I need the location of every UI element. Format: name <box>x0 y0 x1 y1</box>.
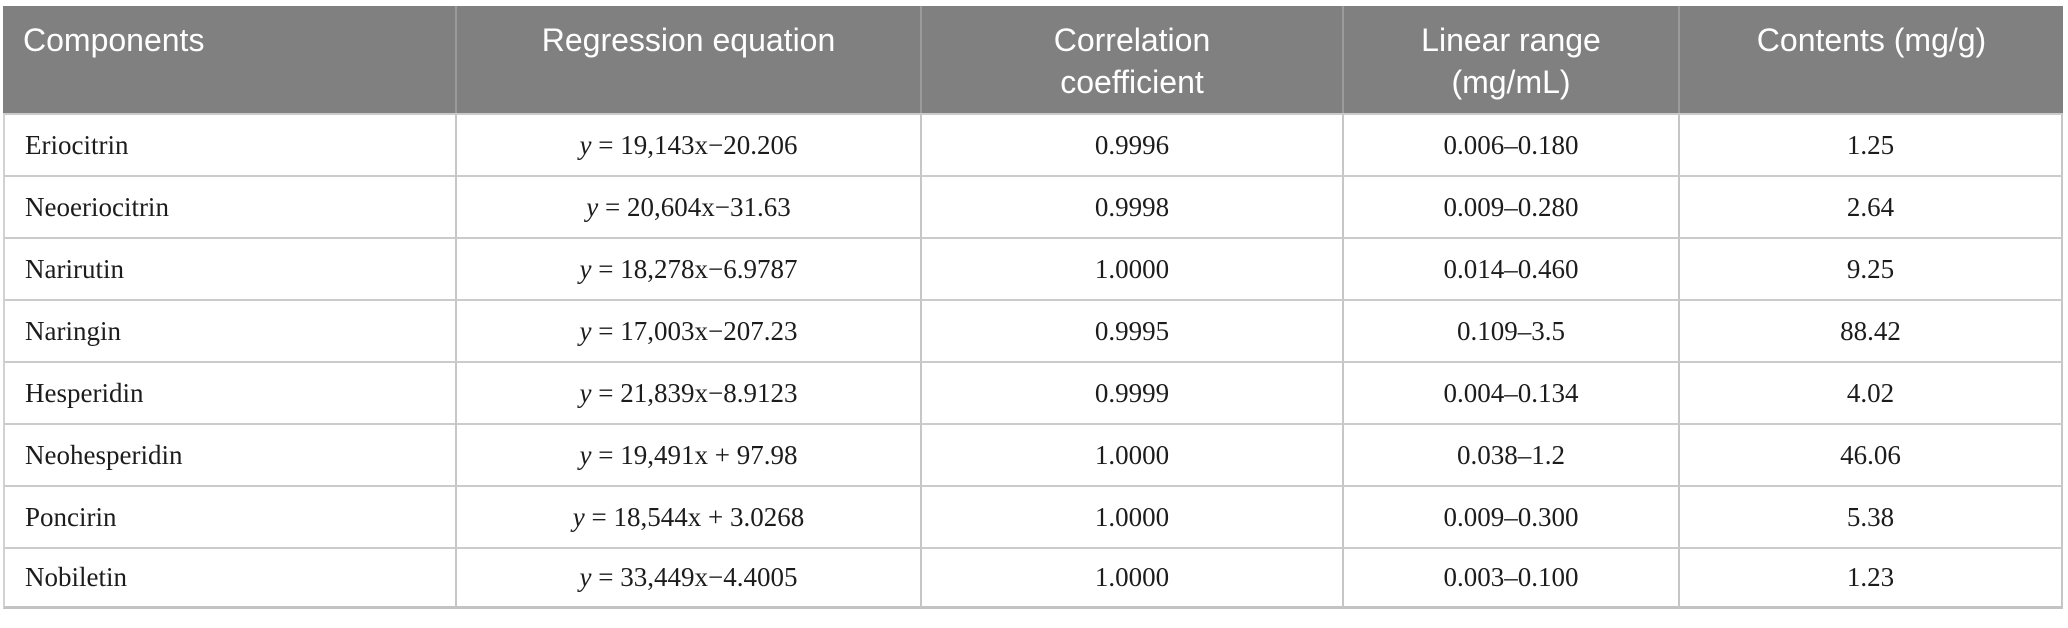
correlation-cell: 0.9996 <box>920 113 1342 175</box>
header-linear-range: Linear range (mg/mL) <box>1342 6 1678 113</box>
equation-cell: y = 19,143x−20.206 <box>455 113 920 175</box>
linear-range-cell: 0.006–0.180 <box>1342 113 1678 175</box>
equation-expression: = 33,449x−4.4005 <box>591 562 798 592</box>
calibration-table: Components Regression equation Correlati… <box>3 6 2063 609</box>
table-row: Naringin y = 17,003x−207.23 0.9995 0.109… <box>3 299 2063 361</box>
correlation-cell: 0.9999 <box>920 361 1342 423</box>
header-regression-equation-label: Regression equation <box>541 22 836 58</box>
component-cell: Narirutin <box>3 237 455 299</box>
equation-cell: y = 18,278x−6.9787 <box>455 237 920 299</box>
linear-range-cell: 0.038–1.2 <box>1342 423 1678 485</box>
contents-cell: 2.64 <box>1678 175 2063 237</box>
contents-cell: 1.25 <box>1678 113 2063 175</box>
equation-cell: y = 19,491x + 97.98 <box>455 423 920 485</box>
linear-range-cell: 0.009–0.280 <box>1342 175 1678 237</box>
contents-cell: 5.38 <box>1678 485 2063 547</box>
equation-variable: y <box>579 315 592 346</box>
equation-cell: y = 18,544x + 3.0268 <box>455 485 920 547</box>
equation-expression: = 18,544x + 3.0268 <box>584 501 805 532</box>
header-regression-equation: Regression equation <box>455 6 920 113</box>
header-contents-label: Contents (mg/g) <box>1756 22 1987 58</box>
equation-expression: = 19,143x−20.206 <box>591 129 798 160</box>
equation-variable: y <box>579 129 592 160</box>
component-cell: Poncirin <box>3 485 455 547</box>
contents-cell: 9.25 <box>1678 237 2063 299</box>
equation-variable: y <box>586 191 599 222</box>
header-row: Components Regression equation Correlati… <box>3 6 2063 113</box>
equation-cell: y = 21,839x−8.9123 <box>455 361 920 423</box>
contents-cell: 4.02 <box>1678 361 2063 423</box>
equation-expression: = 20,604x−31.63 <box>598 191 791 222</box>
header-linear-range-label: Linear range <box>1421 22 1601 58</box>
correlation-cell: 1.0000 <box>920 237 1342 299</box>
correlation-cell: 1.0000 <box>920 547 1342 609</box>
table-row: Neoeriocitrin y = 20,604x−31.63 0.9998 0… <box>3 175 2063 237</box>
correlation-cell: 1.0000 <box>920 485 1342 547</box>
header-correlation-coefficient-label: Correlation <box>1053 22 1211 58</box>
table-row: Narirutin y = 18,278x−6.9787 1.0000 0.01… <box>3 237 2063 299</box>
contents-cell: 1.23 <box>1678 547 2063 609</box>
linear-range-cell: 0.109–3.5 <box>1342 299 1678 361</box>
component-cell: Hesperidin <box>3 361 455 423</box>
header-components: Components <box>3 6 455 113</box>
correlation-cell: 1.0000 <box>920 423 1342 485</box>
equation-expression: = 21,839x−8.9123 <box>591 377 798 408</box>
equation-expression: = 17,003x−207.23 <box>591 315 798 346</box>
component-cell: Eriocitrin <box>3 113 455 175</box>
header-correlation-coefficient: Correlation coefficient <box>920 6 1342 113</box>
linear-range-cell: 0.004–0.134 <box>1342 361 1678 423</box>
equation-variable: y <box>579 377 592 408</box>
table-row: Neohesperidin y = 19,491x + 97.98 1.0000… <box>3 423 2063 485</box>
table-row: Nobiletin y = 33,449x−4.4005 1.0000 0.00… <box>3 547 2063 609</box>
calibration-table-wrap: Components Regression equation Correlati… <box>3 6 2063 609</box>
equation-cell: y = 17,003x−207.23 <box>455 299 920 361</box>
component-cell: Naringin <box>3 299 455 361</box>
component-cell: Neoeriocitrin <box>3 175 455 237</box>
component-cell: Nobiletin <box>3 547 455 609</box>
linear-range-cell: 0.014–0.460 <box>1342 237 1678 299</box>
equation-expression: = 19,491x + 97.98 <box>591 439 798 470</box>
header-components-label: Components <box>23 22 205 58</box>
equation-cell: y = 20,604x−31.63 <box>455 175 920 237</box>
equation-variable: y <box>579 562 592 592</box>
equation-cell: y = 33,449x−4.4005 <box>455 547 920 609</box>
linear-range-cell: 0.003–0.100 <box>1342 547 1678 609</box>
table-row: Poncirin y = 18,544x + 3.0268 1.0000 0.0… <box>3 485 2063 547</box>
contents-cell: 46.06 <box>1678 423 2063 485</box>
contents-cell: 88.42 <box>1678 299 2063 361</box>
component-cell: Neohesperidin <box>3 423 455 485</box>
equation-variable: y <box>579 439 592 470</box>
correlation-cell: 0.9995 <box>920 299 1342 361</box>
equation-variable: y <box>579 253 592 284</box>
correlation-cell: 0.9998 <box>920 175 1342 237</box>
header-contents: Contents (mg/g) <box>1678 6 2063 113</box>
linear-range-cell: 0.009–0.300 <box>1342 485 1678 547</box>
table-row: Eriocitrin y = 19,143x−20.206 0.9996 0.0… <box>3 113 2063 175</box>
equation-expression: = 18,278x−6.9787 <box>591 253 798 284</box>
equation-variable: y <box>572 501 585 532</box>
table-row: Hesperidin y = 21,839x−8.9123 0.9999 0.0… <box>3 361 2063 423</box>
